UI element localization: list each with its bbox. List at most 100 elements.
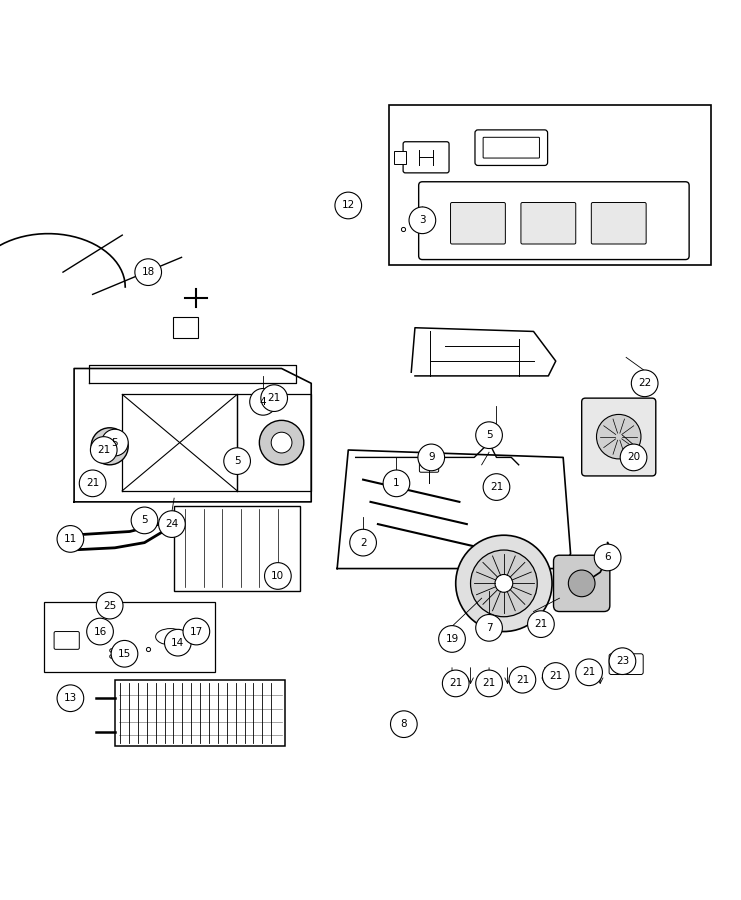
FancyBboxPatch shape: [403, 141, 449, 173]
Text: 4: 4: [260, 397, 266, 407]
Text: 22: 22: [638, 378, 651, 388]
FancyBboxPatch shape: [419, 182, 689, 259]
Text: 14: 14: [171, 638, 185, 648]
Circle shape: [476, 670, 502, 697]
Text: 21: 21: [582, 667, 596, 678]
Text: 21: 21: [268, 393, 281, 403]
Bar: [174, 506, 300, 590]
Circle shape: [594, 544, 621, 571]
Bar: [44, 602, 215, 672]
Text: 21: 21: [549, 671, 562, 681]
Circle shape: [79, 470, 106, 497]
Circle shape: [542, 662, 569, 689]
Circle shape: [576, 659, 602, 686]
Circle shape: [568, 570, 595, 597]
Text: 21: 21: [490, 482, 503, 492]
Circle shape: [265, 562, 291, 590]
FancyBboxPatch shape: [582, 398, 656, 476]
Circle shape: [631, 370, 658, 397]
FancyBboxPatch shape: [173, 318, 198, 338]
Circle shape: [91, 428, 128, 464]
Text: 5: 5: [142, 516, 147, 526]
Text: 13: 13: [64, 693, 77, 703]
Text: 8: 8: [401, 719, 407, 729]
Circle shape: [131, 507, 158, 534]
FancyBboxPatch shape: [521, 202, 576, 244]
Circle shape: [96, 592, 123, 619]
Text: 7: 7: [486, 623, 492, 633]
FancyBboxPatch shape: [394, 150, 406, 164]
Text: 20: 20: [627, 453, 640, 463]
Circle shape: [57, 685, 84, 712]
FancyBboxPatch shape: [609, 653, 643, 674]
Text: 17: 17: [190, 626, 203, 636]
Circle shape: [528, 611, 554, 637]
Circle shape: [495, 574, 513, 592]
Text: 19: 19: [445, 634, 459, 644]
FancyBboxPatch shape: [554, 555, 610, 611]
Circle shape: [597, 414, 641, 459]
Circle shape: [456, 536, 552, 632]
Text: 11: 11: [64, 534, 77, 544]
Text: 3: 3: [419, 215, 425, 225]
Circle shape: [111, 641, 138, 667]
Circle shape: [102, 429, 128, 456]
Circle shape: [159, 511, 185, 537]
Text: 21: 21: [97, 445, 110, 455]
Text: 6: 6: [605, 553, 611, 562]
Circle shape: [261, 385, 288, 411]
Circle shape: [224, 448, 250, 474]
Circle shape: [442, 670, 469, 697]
Text: 25: 25: [103, 600, 116, 610]
Text: 5: 5: [486, 430, 492, 440]
Text: 1: 1: [393, 478, 399, 489]
Ellipse shape: [156, 628, 185, 645]
Circle shape: [271, 432, 292, 453]
FancyBboxPatch shape: [483, 138, 539, 158]
FancyBboxPatch shape: [451, 202, 505, 244]
Circle shape: [165, 629, 191, 656]
Circle shape: [383, 470, 410, 497]
Circle shape: [439, 626, 465, 652]
Circle shape: [471, 550, 537, 616]
Text: 21: 21: [534, 619, 548, 629]
Bar: [115, 680, 285, 746]
FancyBboxPatch shape: [475, 130, 548, 166]
Circle shape: [57, 526, 84, 553]
Circle shape: [250, 389, 276, 415]
FancyBboxPatch shape: [54, 632, 79, 649]
FancyBboxPatch shape: [419, 456, 439, 472]
Circle shape: [483, 473, 510, 500]
Circle shape: [609, 648, 636, 674]
Text: 21: 21: [449, 679, 462, 688]
Circle shape: [476, 615, 502, 641]
Text: 9: 9: [428, 453, 434, 463]
Text: 5: 5: [112, 437, 118, 447]
Text: 24: 24: [165, 519, 179, 529]
Circle shape: [418, 444, 445, 471]
Text: 21: 21: [516, 675, 529, 685]
Circle shape: [476, 422, 502, 448]
Text: 16: 16: [93, 626, 107, 636]
Circle shape: [259, 420, 304, 464]
FancyBboxPatch shape: [591, 202, 646, 244]
Circle shape: [620, 444, 647, 471]
Text: 5: 5: [234, 456, 240, 466]
Circle shape: [87, 618, 113, 645]
Text: 10: 10: [271, 571, 285, 581]
Circle shape: [509, 666, 536, 693]
Circle shape: [101, 437, 119, 455]
Circle shape: [135, 259, 162, 285]
Text: 21: 21: [482, 679, 496, 688]
Circle shape: [391, 711, 417, 737]
Text: 15: 15: [118, 649, 131, 659]
Text: 21: 21: [86, 478, 99, 489]
Circle shape: [335, 192, 362, 219]
Circle shape: [90, 436, 117, 464]
FancyBboxPatch shape: [389, 105, 711, 265]
Text: 12: 12: [342, 201, 355, 211]
Circle shape: [350, 529, 376, 556]
Text: 23: 23: [616, 656, 629, 666]
Text: 2: 2: [360, 537, 366, 547]
Circle shape: [183, 618, 210, 645]
